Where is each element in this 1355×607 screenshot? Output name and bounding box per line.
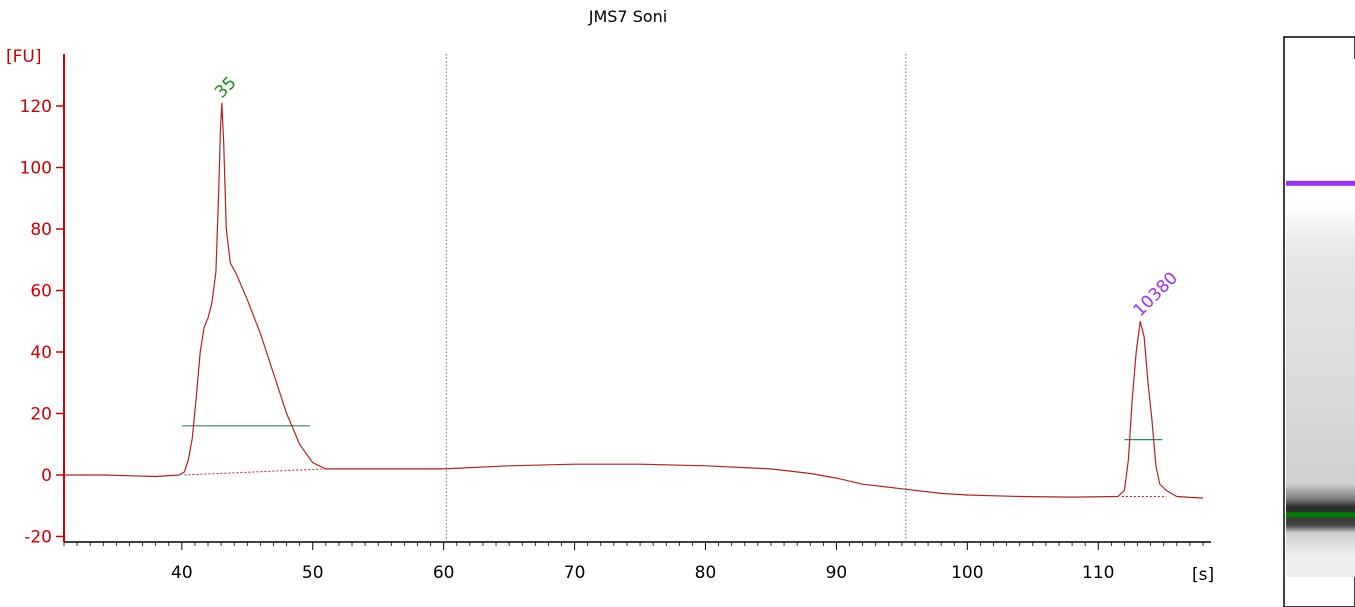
x-tick-label: 70 <box>564 563 586 583</box>
gel-band <box>1286 512 1355 517</box>
y-tick-label: 100 <box>20 159 52 179</box>
y-axis-label: [FU] <box>6 47 42 67</box>
x-tick-label: 80 <box>695 563 717 583</box>
peak-label: 10380 <box>1130 268 1182 320</box>
chart-title: JMS7 Soni <box>588 7 667 26</box>
x-axis-label: [s] <box>1192 565 1214 585</box>
series-line <box>64 103 1203 498</box>
y-tick-label: 0 <box>41 466 52 486</box>
integration-line <box>184 469 443 475</box>
peak-baselines <box>182 426 1167 497</box>
y-tick-label: 40 <box>30 343 52 363</box>
y-tick-label: 20 <box>30 405 52 425</box>
marker-lines <box>446 54 906 542</box>
x-tick-label: 90 <box>826 563 848 583</box>
y-tick-label: 120 <box>20 97 52 117</box>
x-tick-label: 40 <box>171 563 193 583</box>
gel-band <box>1286 181 1355 186</box>
y-tick-label: 60 <box>30 282 52 302</box>
axes: -20 0 20 40 60 80 100 120 40 50 60 70 80 90 100 110 <box>20 54 1211 583</box>
series-group <box>64 103 1203 498</box>
peak-label: 35 <box>211 73 240 102</box>
x-tick-label: 50 <box>302 563 324 583</box>
x-tick-label: 100 <box>951 563 983 583</box>
peak-labels: 35 10380 <box>211 73 1182 321</box>
y-tick-label: 80 <box>30 220 52 240</box>
gel-lane-body <box>1286 59 1355 577</box>
x-tick-label: 110 <box>1082 563 1114 583</box>
y-tick-label: -20 <box>24 528 52 548</box>
x-tick-label: 60 <box>433 563 455 583</box>
gel-lane <box>1284 37 1355 607</box>
